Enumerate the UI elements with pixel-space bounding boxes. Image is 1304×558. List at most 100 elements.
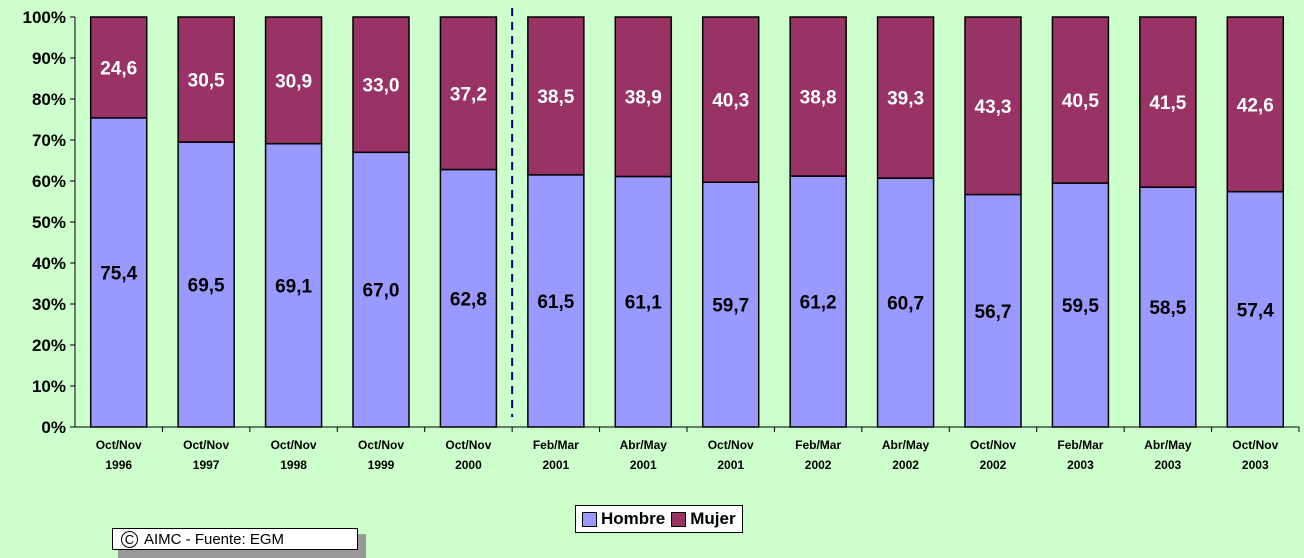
x-tick-label: Feb/Mar bbox=[533, 438, 579, 452]
x-tick-label: 2001 bbox=[630, 458, 657, 472]
stacked-bar-chart: 0% 10% 20% 30% 40% 50% 60% 70% 80% 90% 100% 75,4 24,… bbox=[23, 8, 1300, 472]
x-tick-label: 1996 bbox=[105, 458, 132, 472]
y-tick-label: 20% bbox=[32, 336, 66, 355]
x-tick-label: Oct/Nov bbox=[358, 438, 404, 452]
bar-mujer bbox=[1139, 16, 1197, 188]
x-tick-label: Oct/Nov bbox=[1232, 438, 1278, 452]
data-label-hombre: 61,1 bbox=[625, 293, 662, 314]
data-label-hombre: 75,4 bbox=[100, 263, 137, 284]
x-tick-label: 2003 bbox=[1242, 458, 1269, 472]
y-tick-label: 80% bbox=[32, 90, 66, 109]
data-label-hombre: 61,5 bbox=[537, 292, 574, 313]
bar-mujer bbox=[527, 16, 585, 176]
legend-label-hombre: Hombre bbox=[601, 509, 666, 528]
data-label-hombre: 59,5 bbox=[1062, 296, 1099, 317]
bar-mujer bbox=[264, 16, 323, 145]
bar-mujer bbox=[1226, 16, 1285, 193]
legend: Hombre Mujer bbox=[575, 505, 743, 533]
bar-hombre bbox=[1051, 182, 1110, 428]
data-label-mujer: 38,9 bbox=[625, 88, 662, 109]
data-label-mujer: 30,9 bbox=[275, 71, 312, 92]
data-label-mujer: 37,2 bbox=[450, 84, 487, 105]
data-label-hombre: 57,4 bbox=[1237, 300, 1274, 321]
data-label-mujer: 38,5 bbox=[537, 87, 574, 108]
copyright-icon: C bbox=[121, 530, 138, 548]
y-tick-label: 0% bbox=[41, 418, 66, 437]
x-tick-label: Abr/May bbox=[1144, 438, 1192, 452]
x-tick-label: Feb/Mar bbox=[1057, 438, 1103, 452]
x-tick-label: Oct/Nov bbox=[970, 438, 1016, 452]
bar-mujer bbox=[177, 16, 235, 143]
x-tick-label: 2001 bbox=[543, 458, 570, 472]
credit-label: C AIMC - Fuente: EGM bbox=[112, 528, 358, 550]
data-label-hombre: 59,7 bbox=[712, 296, 749, 317]
y-tick-label: 90% bbox=[32, 49, 66, 68]
y-tick-label: 30% bbox=[32, 295, 66, 314]
data-label-mujer: 42,6 bbox=[1237, 95, 1274, 116]
bar-hombre bbox=[89, 117, 148, 428]
y-tick-label: 40% bbox=[32, 254, 66, 273]
bar-hombre bbox=[1139, 186, 1197, 428]
x-tick-label: Oct/Nov bbox=[183, 438, 229, 452]
data-label-hombre: 62,8 bbox=[450, 289, 487, 310]
x-tick-label: 1999 bbox=[368, 458, 395, 472]
x-tick-label: 2003 bbox=[1155, 458, 1182, 472]
data-label-mujer: 30,5 bbox=[188, 71, 225, 92]
bar-mujer bbox=[89, 16, 148, 119]
data-label-hombre: 60,7 bbox=[887, 294, 924, 315]
data-label-mujer: 40,5 bbox=[1062, 91, 1099, 112]
data-label-hombre: 56,7 bbox=[975, 302, 1012, 323]
bar-hombre bbox=[264, 142, 323, 428]
data-label-mujer: 38,8 bbox=[800, 88, 837, 109]
x-tick-label: 2002 bbox=[980, 458, 1007, 472]
bar-mujer bbox=[876, 16, 935, 179]
bar-mujer bbox=[964, 16, 1022, 196]
plot-area bbox=[75, 17, 1299, 427]
legend-label-mujer: Mujer bbox=[690, 509, 736, 528]
y-tick-label: 60% bbox=[32, 172, 66, 191]
legend-item-hombre: Hombre bbox=[582, 509, 665, 529]
x-tick-label: 2000 bbox=[455, 458, 482, 472]
bar-mujer bbox=[439, 16, 498, 171]
data-label-hombre: 61,2 bbox=[800, 293, 837, 314]
credit-text: AIMC - Fuente: EGM bbox=[144, 530, 285, 548]
x-tick-label: 2003 bbox=[1067, 458, 1094, 472]
x-tick-label: Oct/Nov bbox=[96, 438, 142, 452]
x-tick-label: 1998 bbox=[280, 458, 307, 472]
x-tick-label: Oct/Nov bbox=[271, 438, 317, 452]
data-label-hombre: 58,5 bbox=[1149, 298, 1186, 319]
data-label-mujer: 24,6 bbox=[100, 58, 137, 79]
x-tick-label: 2002 bbox=[892, 458, 919, 472]
x-tick-label: Oct/Nov bbox=[445, 438, 491, 452]
legend-swatch-hombre bbox=[582, 511, 597, 527]
bar-mujer bbox=[614, 16, 673, 178]
bar-hombre bbox=[352, 151, 410, 428]
data-label-mujer: 43,3 bbox=[975, 97, 1012, 118]
x-tick-label: Abr/May bbox=[882, 438, 930, 452]
bar-mujer bbox=[352, 16, 410, 154]
x-tick-label: 2001 bbox=[717, 458, 744, 472]
bar-hombre bbox=[614, 175, 673, 428]
data-label-hombre: 69,1 bbox=[275, 276, 312, 297]
x-tick-label: Abr/May bbox=[620, 438, 668, 452]
x-tick-label: 2002 bbox=[805, 458, 832, 472]
data-label-hombre: 69,5 bbox=[188, 276, 225, 297]
data-label-mujer: 41,5 bbox=[1149, 93, 1186, 114]
bar-mujer bbox=[789, 16, 847, 177]
legend-swatch-mujer bbox=[671, 511, 687, 527]
y-tick-label: 10% bbox=[32, 377, 66, 396]
y-tick-label: 50% bbox=[32, 213, 66, 232]
x-tick-label: Feb/Mar bbox=[795, 438, 841, 452]
y-tick-label: 70% bbox=[32, 131, 66, 150]
x-tick-label: 1997 bbox=[193, 458, 220, 472]
bar-mujer bbox=[1051, 16, 1110, 184]
bar-hombre bbox=[789, 175, 847, 428]
bar-hombre bbox=[701, 181, 760, 428]
legend-item-mujer: Mujer bbox=[671, 509, 736, 529]
bar-hombre bbox=[439, 168, 498, 428]
data-label-mujer: 39,3 bbox=[887, 89, 924, 110]
data-label-hombre: 67,0 bbox=[363, 281, 400, 302]
credit-box: C AIMC - Fuente: EGM bbox=[112, 528, 366, 558]
y-tick-label: 100% bbox=[23, 8, 66, 27]
x-tick-label: Oct/Nov bbox=[708, 438, 754, 452]
